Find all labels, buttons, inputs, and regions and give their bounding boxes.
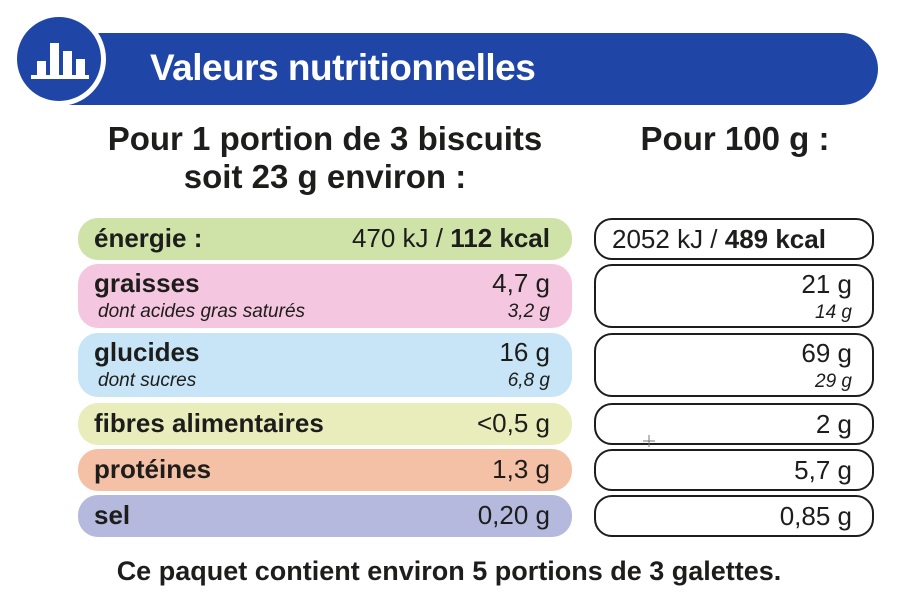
fat-row: graisses dont acides gras saturés 4,7 g … bbox=[78, 264, 572, 328]
energy-label: énergie : bbox=[94, 223, 203, 253]
bar-chart-icon bbox=[12, 12, 106, 106]
fat-per100-cell: 21 g 14 g bbox=[594, 264, 874, 328]
portion-header: Pour 1 portion de 3 biscuits soit 23 g e… bbox=[60, 120, 590, 196]
protein-label: protéines bbox=[94, 454, 212, 484]
fibre-per100-value: 2 g bbox=[815, 409, 852, 439]
energy-per100-value: 2052 kJ / 489 kcal bbox=[612, 224, 826, 255]
carbs-row: glucides dont sucres 16 g 6,8 g bbox=[78, 333, 572, 397]
fibre-per100-cell: 2 g bbox=[594, 403, 874, 445]
protein-per100-cell: 5,7 g bbox=[594, 449, 874, 491]
sugars-per100-value: 29 g bbox=[815, 371, 852, 392]
footer-note: Ce paquet contient environ 5 portions de… bbox=[116, 556, 782, 586]
carbs-portion-value: 16 g bbox=[499, 337, 550, 367]
salt-row: sel 0,20 g bbox=[78, 495, 572, 537]
salt-per100-value: 0,85 g bbox=[779, 501, 852, 531]
saturated-fat-portion-value: 3,2 g bbox=[507, 301, 550, 322]
saturated-fat-label: dont acides gras saturés bbox=[98, 301, 306, 322]
energy-portion-value: 470 kJ / 112 kcal bbox=[352, 223, 550, 254]
per100-header: Pour 100 g : bbox=[640, 120, 830, 157]
carbs-per100-value: 69 g bbox=[801, 338, 852, 368]
crosshair-mark-icon bbox=[643, 435, 655, 447]
protein-portion-value: 1,3 g bbox=[492, 454, 550, 484]
energy-portion-kcal: 112 kcal bbox=[450, 223, 550, 253]
energy-row: énergie : 470 kJ / 112 kcal bbox=[78, 218, 572, 260]
page-title: Valeurs nutritionnelles bbox=[150, 47, 536, 88]
energy-per100-kj: 2052 kJ / bbox=[612, 224, 725, 254]
fat-portion-value: 4,7 g bbox=[492, 268, 550, 298]
protein-row: protéines 1,3 g bbox=[78, 449, 572, 491]
fibre-row: fibres alimentaires <0,5 g bbox=[78, 403, 572, 445]
portion-header-line2: soit 23 g environ : bbox=[183, 158, 467, 195]
saturated-fat-per100-value: 14 g bbox=[815, 302, 852, 323]
portion-header-line1: Pour 1 portion de 3 biscuits bbox=[107, 120, 543, 157]
energy-per100-kcal: 489 kcal bbox=[724, 224, 826, 254]
fat-label: graisses bbox=[94, 268, 200, 298]
salt-label: sel bbox=[94, 500, 131, 530]
energy-portion-kj: 470 kJ / bbox=[351, 223, 451, 253]
carbs-per100-cell: 69 g 29 g bbox=[594, 333, 874, 397]
fat-per100-value: 21 g bbox=[801, 269, 852, 299]
protein-per100-value: 5,7 g bbox=[794, 455, 852, 485]
energy-per100-cell: 2052 kJ / 489 kcal bbox=[594, 218, 874, 260]
salt-portion-value: 0,20 g bbox=[477, 500, 550, 530]
title-banner: Valeurs nutritionnelles bbox=[30, 33, 878, 105]
sugars-label: dont sucres bbox=[98, 370, 197, 391]
sugars-portion-value: 6,8 g bbox=[507, 370, 550, 391]
fibre-portion-value: <0,5 g bbox=[476, 408, 550, 438]
carbs-label: glucides bbox=[94, 337, 200, 367]
fibre-label: fibres alimentaires bbox=[94, 408, 324, 438]
salt-per100-cell: 0,85 g bbox=[594, 495, 874, 537]
